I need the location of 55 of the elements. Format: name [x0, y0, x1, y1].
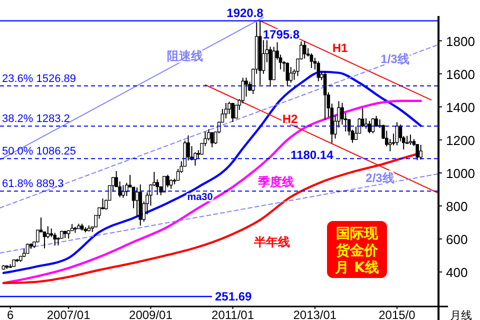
- candlestick: [302, 40, 306, 60]
- series-label: 季度线: [257, 175, 294, 189]
- x-tick-label: 2007/01: [46, 308, 91, 320]
- candlestick: [224, 102, 228, 119]
- candlestick: [122, 184, 125, 198]
- y-tick-label: 600: [446, 232, 468, 247]
- candlestick: [135, 186, 139, 218]
- candlestick: [118, 180, 122, 198]
- y-tick-label: 1200: [446, 132, 475, 148]
- candlestick: [419, 144, 422, 160]
- ref-line-label: 251.69: [215, 289, 252, 304]
- y-tick-label: 800: [446, 198, 468, 214]
- series-label: H1: [332, 41, 348, 55]
- x-tick-label: 2009/01: [129, 308, 173, 320]
- y-tick-label: 400: [446, 264, 468, 280]
- text: 国际现货金价月 K线: [334, 226, 379, 276]
- y-tick-label: 1800: [446, 34, 475, 49]
- annotation: 1180.14: [290, 148, 334, 162]
- y-tick-label: 1400: [446, 100, 475, 115]
- candlestick: [53, 232, 56, 246]
- candlestick: [231, 102, 234, 122]
- y-tick-label: 1000: [446, 166, 475, 181]
- ref-line-label: 38.2% 1283.2: [2, 113, 70, 126]
- ref-line-label: 23.6% 1526.89: [2, 72, 76, 85]
- candlestick: [416, 143, 419, 161]
- candlestick: [46, 226, 50, 239]
- x-tick-label: 6: [6, 308, 14, 320]
- candlestick: [125, 182, 128, 197]
- candlestick: [262, 40, 266, 74]
- candlestick: [162, 176, 166, 192]
- x-tick-label: 2015/0: [378, 308, 416, 320]
- candlestick: [395, 122, 399, 146]
- candlestick: [244, 77, 248, 98]
- candlestick: [368, 120, 372, 134]
- candlestick: [316, 60, 320, 82]
- ref-line-label: 1920.8: [226, 6, 264, 20]
- candlestick: [286, 62, 290, 86]
- candlestick: [26, 243, 30, 254]
- series-label: ma30: [187, 192, 214, 203]
- ref-line-label: 61.8% 889.3: [2, 178, 64, 190]
- series-label: H2: [282, 112, 298, 126]
- line-series: [2, 100, 422, 284]
- candlestick: [210, 132, 214, 148]
- y-tick-label: 1600: [446, 66, 475, 82]
- x-tick-label: 2011/01: [212, 308, 254, 320]
- series-label: 1/3线: [380, 52, 410, 66]
- ref-line-label: 50.0% 1086.25: [2, 146, 76, 158]
- series-label: 半年线: [253, 235, 290, 249]
- series-label: 阻速线: [167, 49, 203, 63]
- x-tick-label: 2013/01: [293, 308, 337, 320]
- candlestick: [408, 134, 412, 146]
- candlestick: [169, 178, 173, 190]
- series-label: 2/3线: [366, 171, 394, 185]
- candlestick: [228, 101, 231, 115]
- candlestick: [289, 66, 293, 84]
